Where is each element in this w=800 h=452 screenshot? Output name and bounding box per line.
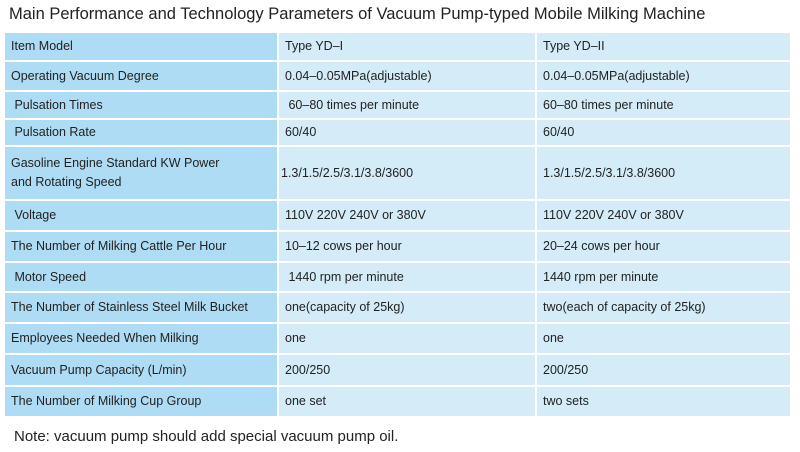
yd1-value: 0.04–0.05MPa(adjustable): [279, 62, 535, 90]
page-title: Main Performance and Technology Paramete…: [9, 5, 706, 23]
table-row: The Number of Milking Cattle Per Hour 10…: [5, 232, 790, 261]
spec-table: Item Model Type YD–I Type YD–II Operatin…: [3, 31, 792, 418]
table-row: Voltage 110V 220V 240V or 380V 110V 220V…: [5, 201, 790, 230]
yd2-value: 60/40: [537, 120, 790, 145]
row-label: The Number of Stainless Steel Milk Bucke…: [5, 293, 277, 322]
yd1-value: 60/40: [279, 120, 535, 145]
table-row: Gasoline Engine Standard KW Power and Ro…: [5, 147, 790, 199]
yd1-value: one set: [279, 387, 535, 416]
table-row: Vacuum Pump Capacity (L/min) 200/250 200…: [5, 355, 790, 385]
yd1-value: 200/250: [279, 355, 535, 385]
row-label: Pulsation Times: [5, 92, 277, 118]
row-label: Motor Speed: [5, 263, 277, 291]
row-label: Operating Vacuum Degree: [5, 62, 277, 90]
row-label: Vacuum Pump Capacity (L/min): [5, 355, 277, 385]
yd2-value: 1.3/1.5/2.5/3.1/3.8/3600: [537, 147, 790, 199]
yd1-value: 10–12 cows per hour: [279, 232, 535, 261]
table-row: Operating Vacuum Degree 0.04–0.05MPa(adj…: [5, 62, 790, 90]
table-row: Pulsation Rate 60/40 60/40: [5, 120, 790, 145]
yd2-value: 20–24 cows per hour: [537, 232, 790, 261]
yd2-value: 1440 rpm per minute: [537, 263, 790, 291]
table-row: Pulsation Times 60–80 times per minute 6…: [5, 92, 790, 118]
table-row: The Number of Milking Cup Group one set …: [5, 387, 790, 416]
row-label: The Number of Milking Cattle Per Hour: [5, 232, 277, 261]
row-label: The Number of Milking Cup Group: [5, 387, 277, 416]
yd2-value: 110V 220V 240V or 380V: [537, 201, 790, 230]
yd2-value: 200/250: [537, 355, 790, 385]
yd2-value: one: [537, 324, 790, 353]
yd1-value: 60–80 times per minute: [279, 92, 535, 118]
yd1-value: one: [279, 324, 535, 353]
yd2-value: two sets: [537, 387, 790, 416]
table-header-row: Item Model Type YD–I Type YD–II: [5, 33, 790, 60]
row-label: Pulsation Rate: [5, 120, 277, 145]
yd1-value: 1440 rpm per minute: [279, 263, 535, 291]
yd2-value: 60–80 times per minute: [537, 92, 790, 118]
header-type-yd2: Type YD–II: [537, 33, 790, 60]
yd2-value: 0.04–0.05MPa(adjustable): [537, 62, 790, 90]
table-row: Motor Speed 1440 rpm per minute 1440 rpm…: [5, 263, 790, 291]
header-type-yd1: Type YD–I: [279, 33, 535, 60]
row-label: Voltage: [5, 201, 277, 230]
header-item-model: Item Model: [5, 33, 277, 60]
table-row: The Number of Stainless Steel Milk Bucke…: [5, 293, 790, 322]
yd1-value: one(capacity of 25kg): [279, 293, 535, 322]
yd2-value: two(each of capacity of 25kg): [537, 293, 790, 322]
yd1-value: 110V 220V 240V or 380V: [279, 201, 535, 230]
footnote: Note: vacuum pump should add special vac…: [14, 428, 399, 445]
table-row: Employees Needed When Milking one one: [5, 324, 790, 353]
yd1-value: 1.3/1.5/2.5/3.1/3.8/3600: [279, 147, 535, 199]
row-label: Employees Needed When Milking: [5, 324, 277, 353]
row-label: Gasoline Engine Standard KW Power and Ro…: [5, 147, 277, 199]
